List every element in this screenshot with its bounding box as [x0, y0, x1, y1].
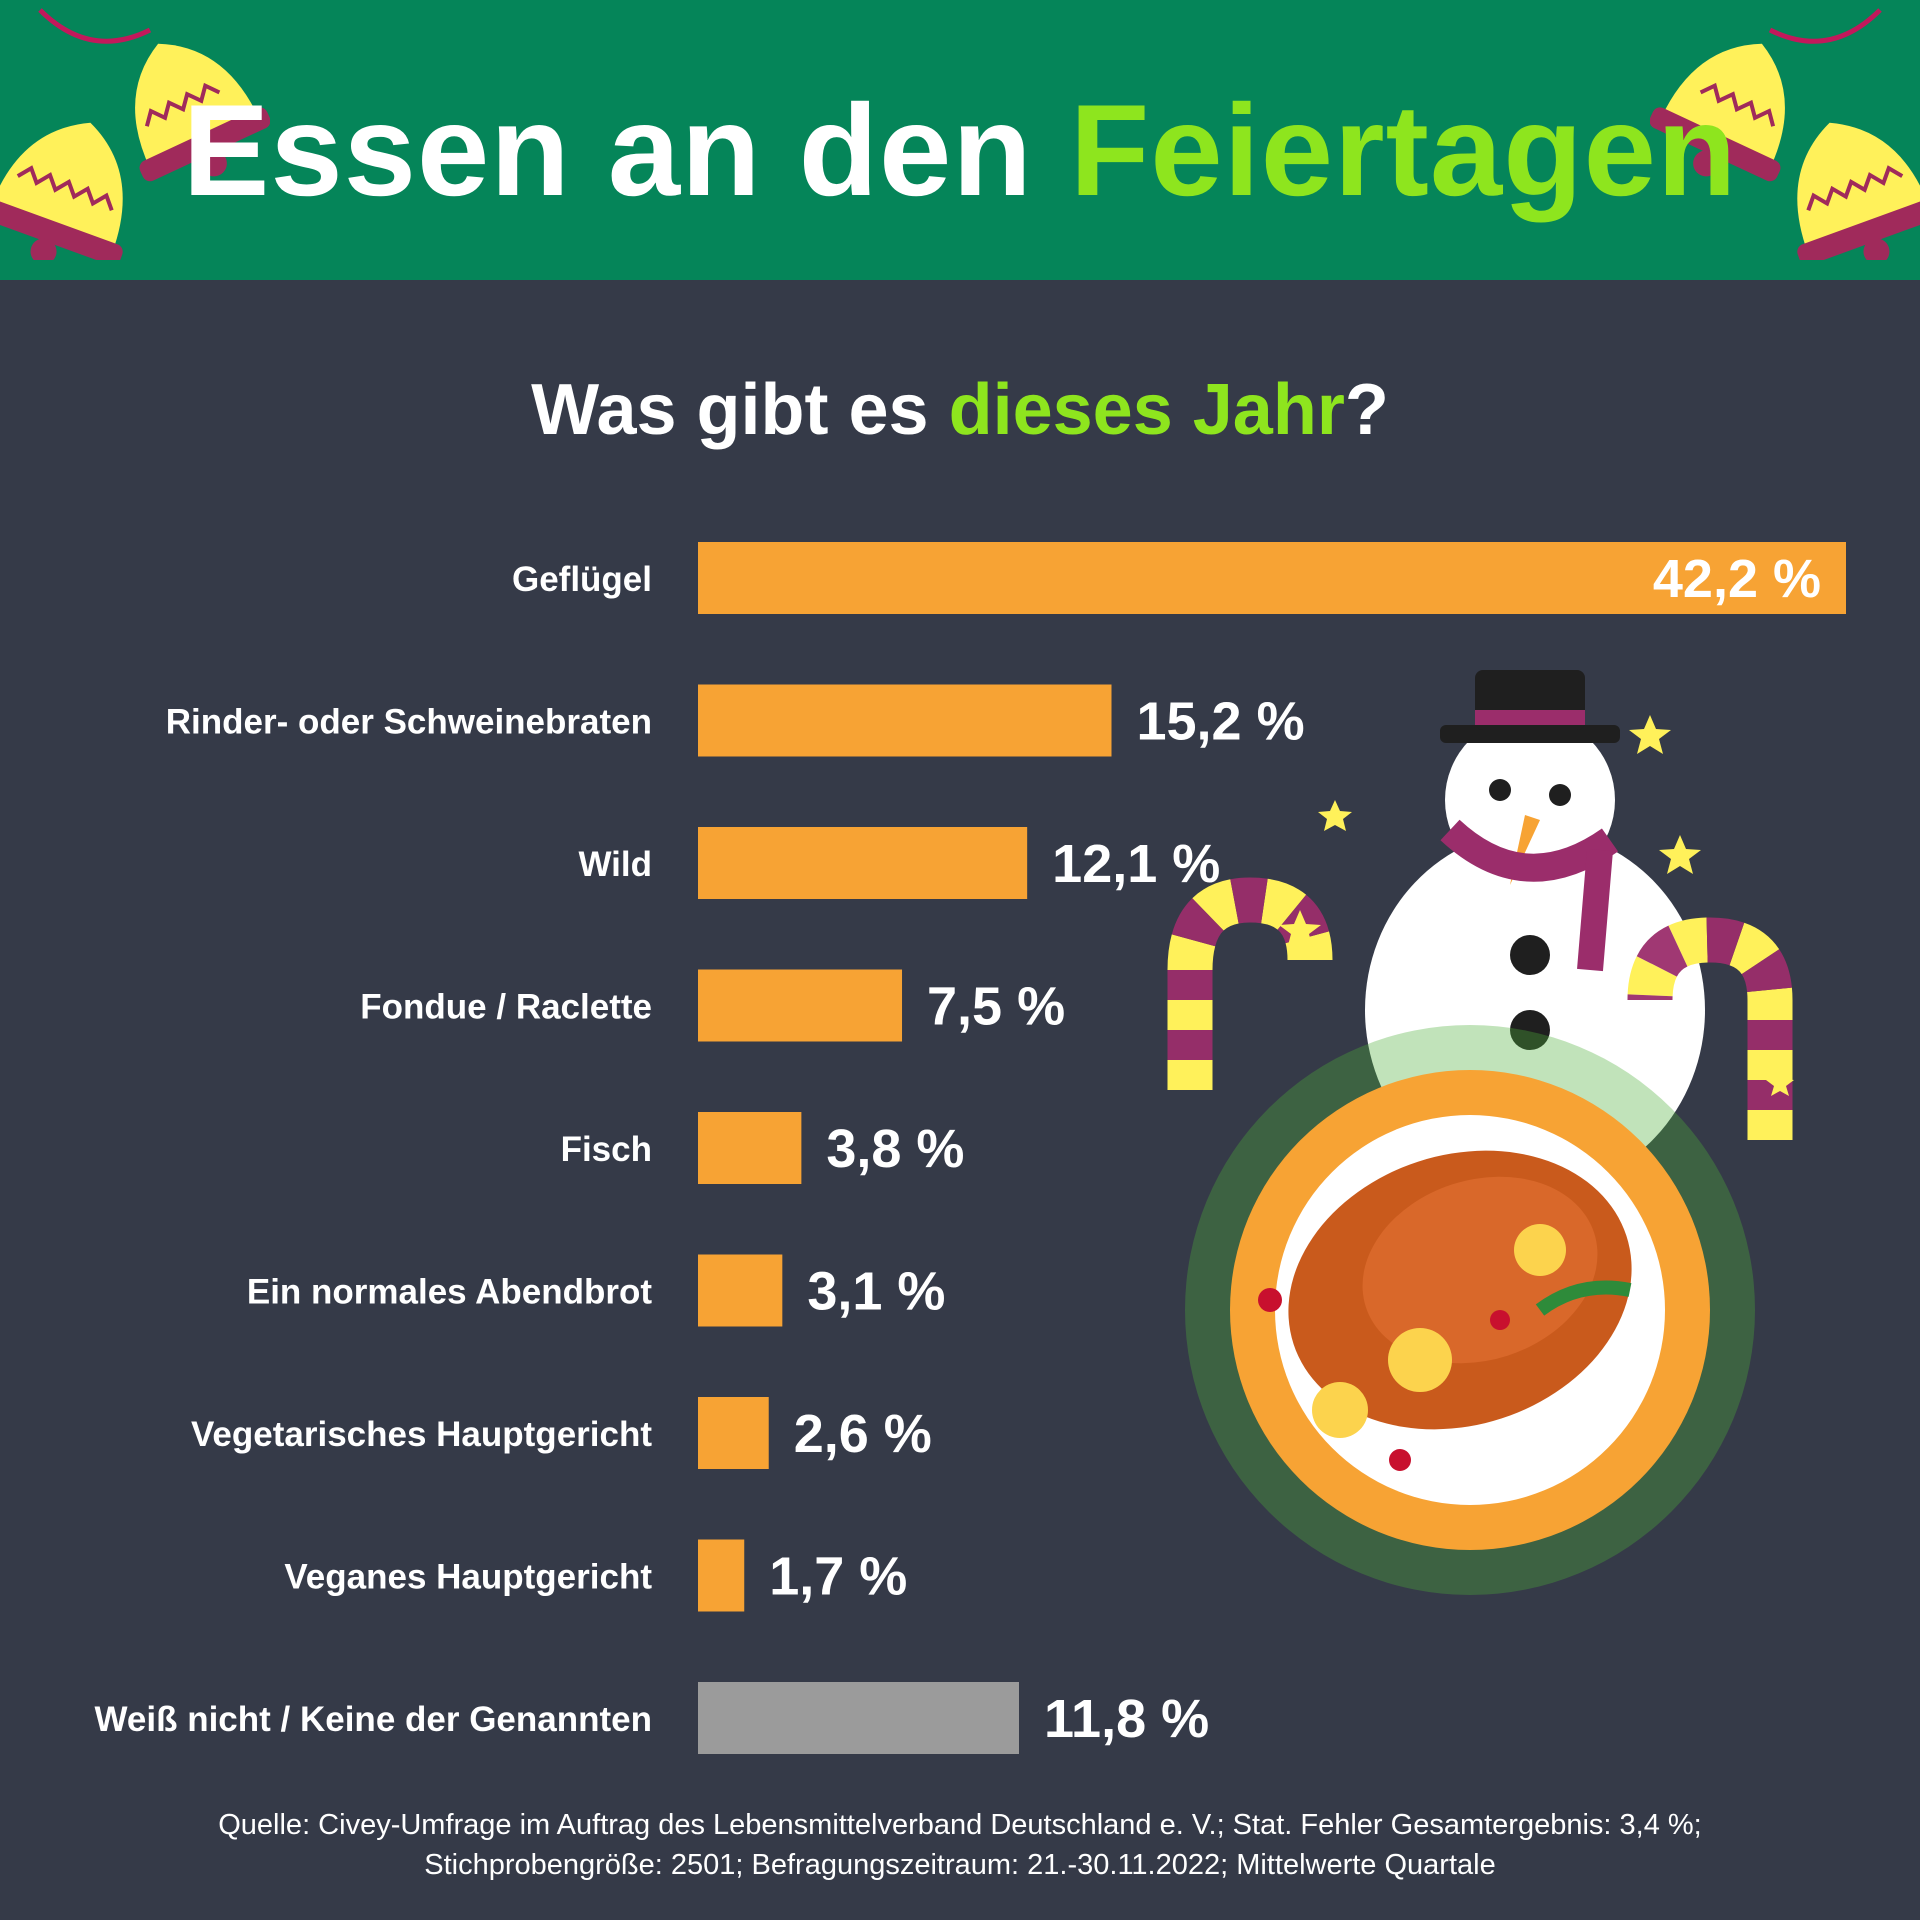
chart-subtitle: Was gibt es dieses Jahr?	[0, 365, 1920, 455]
category-label: Veganes Hauptgericht	[284, 1558, 652, 1597]
christmas-illustration	[1167, 670, 1794, 1595]
bar	[698, 1112, 802, 1184]
bar	[698, 684, 1112, 757]
category-label: Ein normales Abendbrot	[247, 1273, 652, 1312]
bar	[698, 1254, 783, 1327]
star-icon	[1279, 715, 1794, 1096]
source-line-2: Stichprobengröße: 2501; Befragungszeitra…	[424, 1849, 1496, 1881]
page-title: Essen an den Feiertagen	[0, 70, 1920, 230]
value-label: 11,8 %	[1044, 1689, 1209, 1749]
bar	[698, 969, 903, 1042]
value-label: 15,2 %	[1136, 692, 1304, 752]
value-label: 12,1 %	[1052, 834, 1220, 894]
bar	[698, 542, 1846, 614]
value-label: 7,5 %	[927, 977, 1065, 1037]
subtitle-part-1: Was gibt es	[531, 370, 929, 450]
bar	[698, 1539, 745, 1612]
category-label: Fisch	[561, 1130, 652, 1169]
christmas-bells-icon	[0, 8, 270, 260]
bar	[698, 1397, 769, 1469]
value-label: 42,2 %	[1653, 549, 1821, 609]
title-part-2: Feiertagen	[1069, 77, 1738, 223]
value-label: 3,8 %	[826, 1119, 964, 1179]
roast-turkey-icon	[1185, 1025, 1755, 1595]
christmas-bells-icon	[1650, 8, 1920, 260]
category-label: Wild	[578, 845, 652, 884]
source-note: Quelle: Civey-Umfrage im Auftrag des Leb…	[0, 1805, 1920, 1885]
category-label: Weiß nicht / Keine der Genannten	[95, 1700, 653, 1739]
subtitle-part-2: dieses Jahr	[948, 370, 1345, 450]
value-label: 2,6 %	[794, 1404, 932, 1464]
category-label: Rinder- oder Schweinebraten	[166, 703, 652, 742]
source-line-1: Quelle: Civey-Umfrage im Auftrag des Leb…	[218, 1809, 1702, 1841]
header-banner: Essen an den Feiertagen	[0, 0, 1920, 280]
value-label: 3,1 %	[807, 1262, 945, 1322]
category-label: Vegetarisches Hauptgericht	[191, 1415, 652, 1454]
subtitle-part-3: ?	[1344, 370, 1389, 450]
value-label: 1,7 %	[769, 1547, 907, 1607]
title-part-1: Essen an den	[182, 77, 1033, 223]
bar	[698, 1682, 1020, 1754]
category-label: Fondue / Raclette	[360, 988, 652, 1027]
category-label: Geflügel	[512, 560, 652, 599]
bar	[698, 827, 1028, 899]
